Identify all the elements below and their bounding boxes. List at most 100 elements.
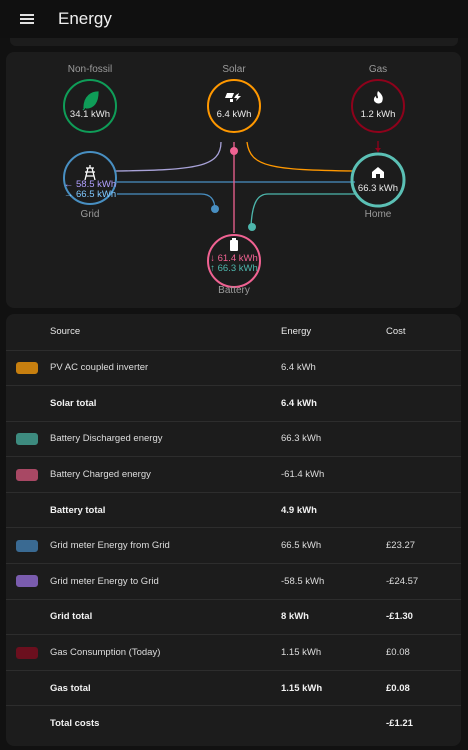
fire-icon <box>373 91 383 104</box>
source-column-header: Source <box>50 326 81 338</box>
source-cell: Gas total <box>50 669 281 706</box>
page-title: Energy <box>58 9 112 28</box>
battery-out-value: ↑ 66.3 kWh <box>210 263 258 274</box>
home-node <box>350 152 406 208</box>
solar-value: 6.4 kWh <box>216 109 252 120</box>
energy-cell: 4.9 kWh <box>281 491 386 528</box>
cost-cell: -£24.57 <box>386 563 461 600</box>
color-swatch <box>16 468 38 481</box>
nonfossil-label: Non-fossil <box>67 64 113 75</box>
swatch-cell <box>6 491 50 528</box>
table-row: Grid meter Energy from Grid 66.5 kWh £23.2… <box>6 527 461 564</box>
table-row: Battery Discharged energy 66.3 kWh <box>6 420 461 457</box>
grid-node <box>63 151 117 205</box>
table-row: Gas Consumption (Today) 1.15 kWh £0.08 <box>6 634 461 671</box>
energy-cell: 6.4 kWh <box>281 349 386 386</box>
grid-label: Grid <box>80 209 100 220</box>
table-total-row: Grid total 8 kWh -£1.30 <box>6 598 461 635</box>
energy-cell <box>281 705 386 742</box>
cost-cell: -£1.21 <box>386 705 461 742</box>
battery-label: Battery <box>218 285 250 296</box>
nonfossil-node <box>63 79 117 133</box>
cost-cell: £23.27 <box>386 527 461 564</box>
battery-icon <box>230 238 238 251</box>
flow-line-solar-grid <box>115 141 222 172</box>
gas-node <box>351 79 405 133</box>
energy-cell: 1.15 kWh <box>281 634 386 671</box>
energy-distribution-card: Non-fossil 34.1 kWh Solar 6.4 kWh Gas 1.… <box>6 52 461 308</box>
grid-in-value: ← 58.5 kWh <box>63 179 117 190</box>
solar-power-icon <box>225 93 241 102</box>
color-swatch <box>16 539 38 552</box>
energy-cell: -58.5 kWh <box>281 563 386 600</box>
swatch-cell <box>6 527 50 564</box>
energy-column-header: Energy <box>281 326 312 338</box>
energy-sources-table: Source Energy Cost PV AC coupled inverte… <box>6 314 461 742</box>
flow-line-solar-home <box>246 141 356 172</box>
color-swatch <box>16 432 38 445</box>
swatch-cell <box>6 598 50 635</box>
table-row: Grid meter Energy to Grid -58.5 kWh -£24.5… <box>6 563 461 600</box>
table-total-row: Gas total 1.15 kWh £0.08 <box>6 669 461 706</box>
swatch-cell <box>6 420 50 457</box>
solar-label: Solar <box>222 64 246 75</box>
gas-value: 1.2 kWh <box>360 109 396 120</box>
color-swatch <box>16 361 38 374</box>
table-total-row: Total costs -£1.21 <box>6 705 461 742</box>
source-cell: Battery Charged energy <box>50 456 281 493</box>
cost-cell <box>386 456 461 493</box>
app-header: Energy <box>0 0 468 38</box>
menu-icon[interactable] <box>14 10 40 28</box>
energy-sources-card: Source Energy Cost PV AC coupled inverte… <box>6 314 461 746</box>
table-total-row: Solar total 6.4 kWh <box>6 385 461 422</box>
energy-cell: 8 kWh <box>281 598 386 635</box>
swatch-cell <box>6 669 50 706</box>
swatch-header <box>6 314 50 350</box>
cost-cell <box>386 420 461 457</box>
energy-cell: 6.4 kWh <box>281 385 386 422</box>
source-cell: Gas Consumption (Today) <box>50 634 281 671</box>
battery-in-value: ↓ 61.4 kWh <box>210 253 258 264</box>
cost-cell <box>386 491 461 528</box>
table-row: PV AC coupled inverter 6.4 kWh <box>6 349 461 386</box>
flow-dot-battery-home <box>248 223 256 231</box>
energy-cell: 1.15 kWh <box>281 669 386 706</box>
table-total-row: Battery total 4.9 kWh <box>6 491 461 528</box>
home-label: Home <box>364 209 392 220</box>
source-cell: Grid total <box>50 598 281 635</box>
transmission-tower-icon <box>84 165 96 181</box>
grid-out-value: → 66.5 kWh <box>63 189 117 200</box>
energy-cell: 66.3 kWh <box>281 420 386 457</box>
flow-line-battery-home <box>250 193 355 228</box>
home-value: 66.3 kWh <box>357 183 399 194</box>
swatch-cell <box>6 456 50 493</box>
swatch-cell <box>6 705 50 742</box>
source-cell: Battery Discharged energy <box>50 420 281 457</box>
table-header-row: Source Energy Cost <box>6 314 461 350</box>
source-cell: Solar total <box>50 385 281 422</box>
source-cell: Grid meter Energy from Grid <box>50 527 281 564</box>
header-divider <box>10 38 458 46</box>
cost-cell: £0.08 <box>386 669 461 706</box>
flow-dot-grid-battery <box>211 205 219 213</box>
solar-node <box>207 79 261 133</box>
source-cell: Total costs <box>50 705 281 742</box>
energy-cell: 66.5 kWh <box>281 527 386 564</box>
flow-line-grid-battery <box>117 193 216 211</box>
flow-dot-solar-battery <box>230 147 238 155</box>
cost-cell: -£1.30 <box>386 598 461 635</box>
gas-arrow-icon <box>375 148 381 152</box>
source-cell: Battery total <box>50 491 281 528</box>
source-cell: Grid meter Energy to Grid <box>50 563 281 600</box>
color-swatch <box>16 575 38 588</box>
energy-flow-diagram <box>63 79 406 288</box>
home-icon <box>372 167 384 178</box>
leaf-icon <box>82 91 99 111</box>
energy-cell: -61.4 kWh <box>281 456 386 493</box>
swatch-cell <box>6 634 50 671</box>
swatch-cell <box>6 385 50 422</box>
cost-column-header: Cost <box>386 326 406 338</box>
source-cell: PV AC coupled inverter <box>50 349 281 386</box>
swatch-cell <box>6 349 50 386</box>
nonfossil-value: 34.1 kWh <box>69 109 111 120</box>
